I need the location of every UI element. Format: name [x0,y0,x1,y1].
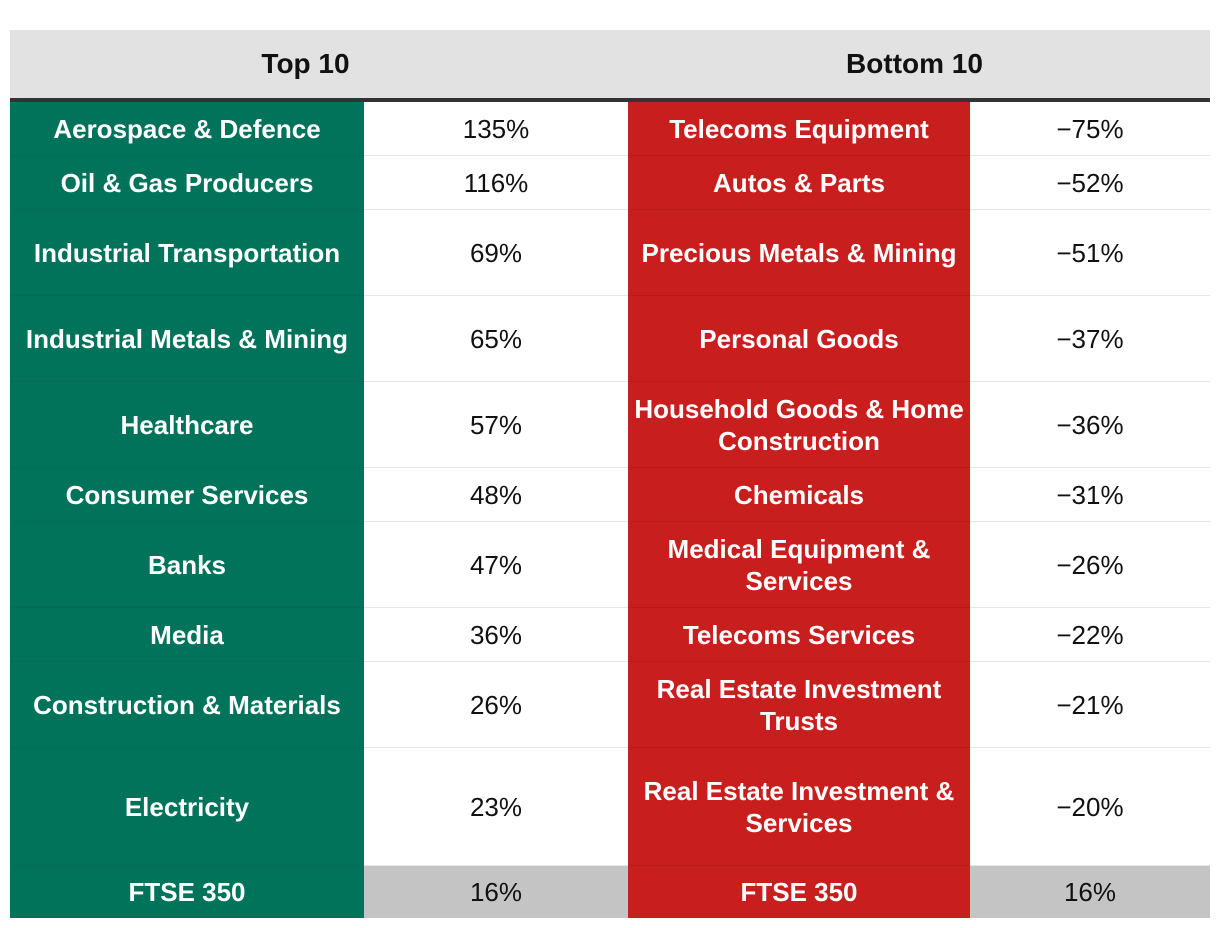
top-sector-name: Healthcare [10,382,364,468]
table-row: Construction & Materials 26% Real Estate I… [10,662,1210,748]
table-row: Healthcare 57% Household Goods & Home Cons… [10,382,1210,468]
bottom-sector-value: −22% [970,608,1210,662]
top-sector-value: 26% [364,662,628,748]
top-sector-name: Construction & Materials [10,662,364,748]
table-row: Industrial Transportation 69% Precious Met… [10,210,1210,296]
bottom-sector-name: Medical Equipment & Services [628,522,970,608]
bottom-sector-value: −75% [970,102,1210,156]
bottom-sector-value: −37% [970,296,1210,382]
bottom-sector-value: −20% [970,748,1210,866]
top-sector-value: 57% [364,382,628,468]
benchmark-row: FTSE 350 16% FTSE 350 16% [10,866,1210,918]
top-sector-name: Industrial Transportation [10,210,364,296]
bottom-sector-name: Chemicals [628,468,970,522]
top-10-header: Top 10 [261,48,350,79]
top-sector-name: Aerospace & Defence [10,102,364,156]
benchmark-bottom-name: FTSE 350 [628,866,970,918]
top-sector-value: 47% [364,522,628,608]
bottom-sector-name: Real Estate Investment & Services [628,748,970,866]
bottom-sector-name: Real Estate Investment Trusts [628,662,970,748]
benchmark-bottom-value: 16% [970,866,1210,918]
top-sector-value: 116% [364,156,628,210]
top-sector-value: 36% [364,608,628,662]
table-row: Media 36% Telecoms Services −22% [10,608,1210,662]
bottom-sector-name: Precious Metals & Mining [628,210,970,296]
bottom-sector-value: −26% [970,522,1210,608]
bottom-sector-value: −51% [970,210,1210,296]
top-sector-value: 23% [364,748,628,866]
table-row: Consumer Services 48% Chemicals −31% [10,468,1210,522]
bottom-sector-value: −52% [970,156,1210,210]
table-row: Aerospace & Defence 135% Telecoms Equipmen… [10,102,1210,156]
sector-performance-table: Top 10 Bottom 10 Aerospace & Defence 135%… [10,30,1210,918]
benchmark-top-name: FTSE 350 [10,866,364,918]
bottom-10-header: Bottom 10 [846,48,983,79]
top-sector-name: Oil & Gas Producers [10,156,364,210]
table-row: Oil & Gas Producers 116% Autos & Parts −52% [10,156,1210,210]
top-sector-name: Media [10,608,364,662]
top-sector-name: Electricity [10,748,364,866]
table-body: Aerospace & Defence 135% Telecoms Equipmen… [10,102,1210,866]
top-sector-name: Banks [10,522,364,608]
bottom-sector-name: Telecoms Services [628,608,970,662]
benchmark-top-value: 16% [364,866,628,918]
top-sector-value: 48% [364,468,628,522]
bottom-sector-value: −36% [970,382,1210,468]
top-sector-name: Industrial Metals & Mining [10,296,364,382]
bottom-sector-name: Personal Goods [628,296,970,382]
bottom-sector-value: −31% [970,468,1210,522]
table-row: Industrial Metals & Mining 65% Personal Go… [10,296,1210,382]
table-row: Electricity 23% Real Estate Investment & S… [10,748,1210,866]
top-sector-name: Consumer Services [10,468,364,522]
bottom-sector-name: Household Goods & Home Construction [628,382,970,468]
bottom-sector-name: Autos & Parts [628,156,970,210]
top-sector-value: 135% [364,102,628,156]
top-sector-value: 69% [364,210,628,296]
table-header: Top 10 Bottom 10 [10,30,1210,102]
table-row: Banks 47% Medical Equipment & Services −26% [10,522,1210,608]
top-sector-value: 65% [364,296,628,382]
bottom-sector-value: −21% [970,662,1210,748]
bottom-sector-name: Telecoms Equipment [628,102,970,156]
